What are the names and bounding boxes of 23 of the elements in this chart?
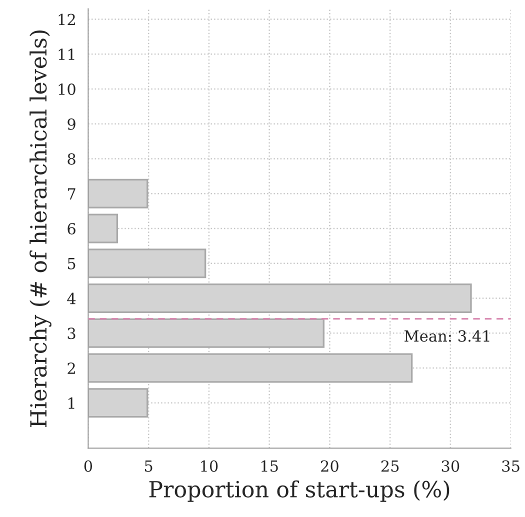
x-tick-label: 5 <box>145 460 152 472</box>
y-tick-label: 5 <box>68 258 76 270</box>
x-axis-title: Proportion of start-ups (%) <box>149 480 450 502</box>
x-tick-label: 20 <box>321 460 338 472</box>
y-tick-label: 6 <box>68 222 76 235</box>
x-tick-label: 0 <box>84 460 92 472</box>
x-tick-label: 15 <box>261 460 278 472</box>
y-tick-label: 3 <box>68 328 76 340</box>
y-tick-label: 4 <box>67 292 76 304</box>
x-tick-label: 25 <box>381 460 399 472</box>
x-tick-label: 35 <box>502 460 520 472</box>
y-tick-label: 9 <box>68 118 76 130</box>
y-tick-label: 1 <box>68 397 74 409</box>
y-tick-label: 7 <box>68 188 76 200</box>
y-axis-title: Hierarchy (# of hierarchical levels) <box>30 30 52 428</box>
y-tick-label: 2 <box>68 362 75 374</box>
y-tick-label: 8 <box>68 153 76 165</box>
x-tick-label: 10 <box>201 460 218 472</box>
y-tick-label: 11 <box>58 48 74 60</box>
ref-line-label: Mean: 3.41 <box>404 330 490 342</box>
y-tick-label: 10 <box>58 83 76 96</box>
y-tick-label: 12 <box>58 14 75 26</box>
x-tick-label: 30 <box>442 460 460 472</box>
